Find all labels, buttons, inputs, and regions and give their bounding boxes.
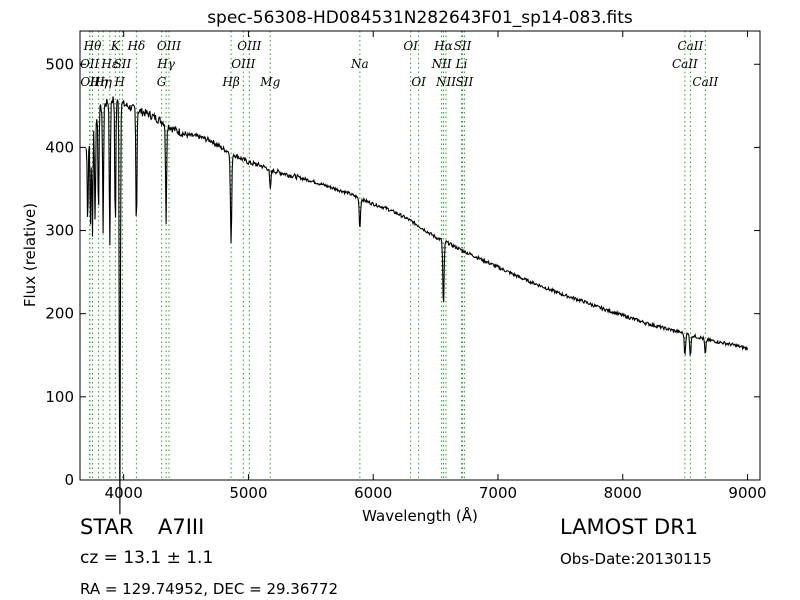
- line-marker-label: OII: [80, 57, 100, 71]
- y-tick-label: 200: [45, 305, 74, 323]
- line-marker-label: CaII: [672, 57, 698, 71]
- y-tick-label: 400: [45, 138, 74, 156]
- line-marker-label: SII: [454, 39, 472, 53]
- line-marker-label: Hα: [433, 39, 453, 53]
- observation-date: Obs-Date:20130115: [560, 550, 712, 568]
- line-marker-label: Hη: [89, 75, 108, 89]
- line-marker-label: H: [113, 75, 125, 89]
- chart-title: spec-56308-HD084531N282643F01_sp14-083.f…: [207, 8, 633, 28]
- line-marker-label: OII: [80, 75, 100, 89]
- line-marker-label: G: [157, 75, 167, 89]
- line-marker-label: Li: [455, 57, 468, 71]
- line-marker-label: CaII: [692, 75, 718, 89]
- plot-frame: [79, 30, 761, 481]
- line-marker-label: SII: [456, 75, 474, 89]
- line-marker-label: Hη: [93, 75, 112, 89]
- line-marker-label: OI: [411, 75, 426, 89]
- spectral-subclass: A7III: [158, 515, 205, 539]
- survey-name: LAMOST DR1: [560, 515, 699, 539]
- line-marker-label: OIII: [157, 39, 181, 53]
- x-tick-label: 4000: [105, 484, 143, 502]
- x-tick-label: 9000: [728, 484, 766, 502]
- line-marker-label: K: [110, 39, 121, 53]
- line-marker-label: Mg: [259, 75, 280, 89]
- spectral-line-markers: [89, 31, 706, 480]
- line-marker-label: CaII: [677, 39, 703, 53]
- line-marker-label: OI: [403, 39, 418, 53]
- x-tick-label: 8000: [604, 484, 642, 502]
- object-class: STAR: [80, 515, 134, 539]
- coordinates: RA = 129.74952, DEC = 29.36772: [80, 580, 339, 598]
- spectrum-line: [85, 96, 749, 515]
- line-marker-label: Hδ: [127, 39, 146, 53]
- line-marker-label: NII: [435, 75, 456, 89]
- line-marker-label: SII: [114, 57, 132, 71]
- x-tick-label: 6000: [354, 484, 392, 502]
- line-marker-label: Hε: [100, 57, 118, 71]
- y-axis-label: Flux (relative): [21, 203, 39, 307]
- x-axis-label: Wavelength (Å): [362, 506, 478, 525]
- x-tick-label: 7000: [479, 484, 517, 502]
- y-tick-label: 100: [45, 388, 74, 406]
- line-marker-label: OIII: [237, 39, 261, 53]
- line-marker-label: NII: [431, 57, 452, 71]
- redshift-value: cz = 13.1 ± 1.1: [80, 548, 214, 568]
- y-tick-label: 500: [45, 55, 74, 73]
- y-axis: 0 100 200 300 400 500: [45, 55, 760, 489]
- line-marker-label: Na: [350, 57, 369, 71]
- line-marker-label: Hγ: [156, 57, 175, 71]
- line-marker-label: Hβ: [221, 75, 239, 89]
- x-axis: 4000 5000 6000 7000 8000 9000: [105, 31, 767, 502]
- y-tick-label: 0: [64, 471, 74, 489]
- line-marker-label: Hθ: [83, 39, 102, 53]
- y-tick-label: 300: [45, 222, 74, 240]
- x-tick-label: 5000: [229, 484, 267, 502]
- line-marker-label: OIII: [231, 57, 255, 71]
